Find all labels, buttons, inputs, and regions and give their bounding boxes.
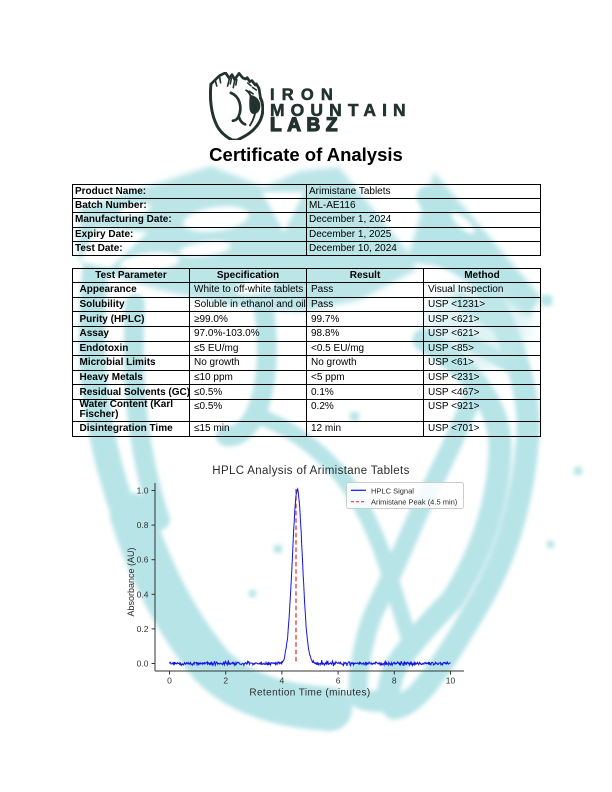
svg-text:HPLC Signal: HPLC Signal (371, 486, 414, 495)
svg-text:0.6: 0.6 (137, 555, 149, 565)
svg-text:0.4: 0.4 (137, 589, 149, 599)
svg-text:HPLC Analysis of Arimistane Ta: HPLC Analysis of Arimistane Tablets (212, 465, 409, 477)
svg-text:4: 4 (280, 676, 285, 686)
svg-text:Arimistane Peak (4.5 min): Arimistane Peak (4.5 min) (371, 498, 458, 507)
svg-text:0.8: 0.8 (137, 520, 149, 530)
svg-text:2: 2 (223, 676, 228, 686)
svg-text:0.2: 0.2 (137, 624, 149, 634)
svg-text:6: 6 (336, 676, 341, 686)
svg-text:0: 0 (167, 676, 172, 686)
svg-text:Retention Time (minutes): Retention Time (minutes) (249, 688, 370, 699)
svg-text:10: 10 (446, 676, 456, 686)
svg-text:1.0: 1.0 (137, 486, 149, 496)
svg-text:Absorbance (AU): Absorbance (AU) (126, 547, 136, 616)
svg-text:0.0: 0.0 (137, 659, 149, 669)
svg-text:8: 8 (392, 676, 397, 686)
